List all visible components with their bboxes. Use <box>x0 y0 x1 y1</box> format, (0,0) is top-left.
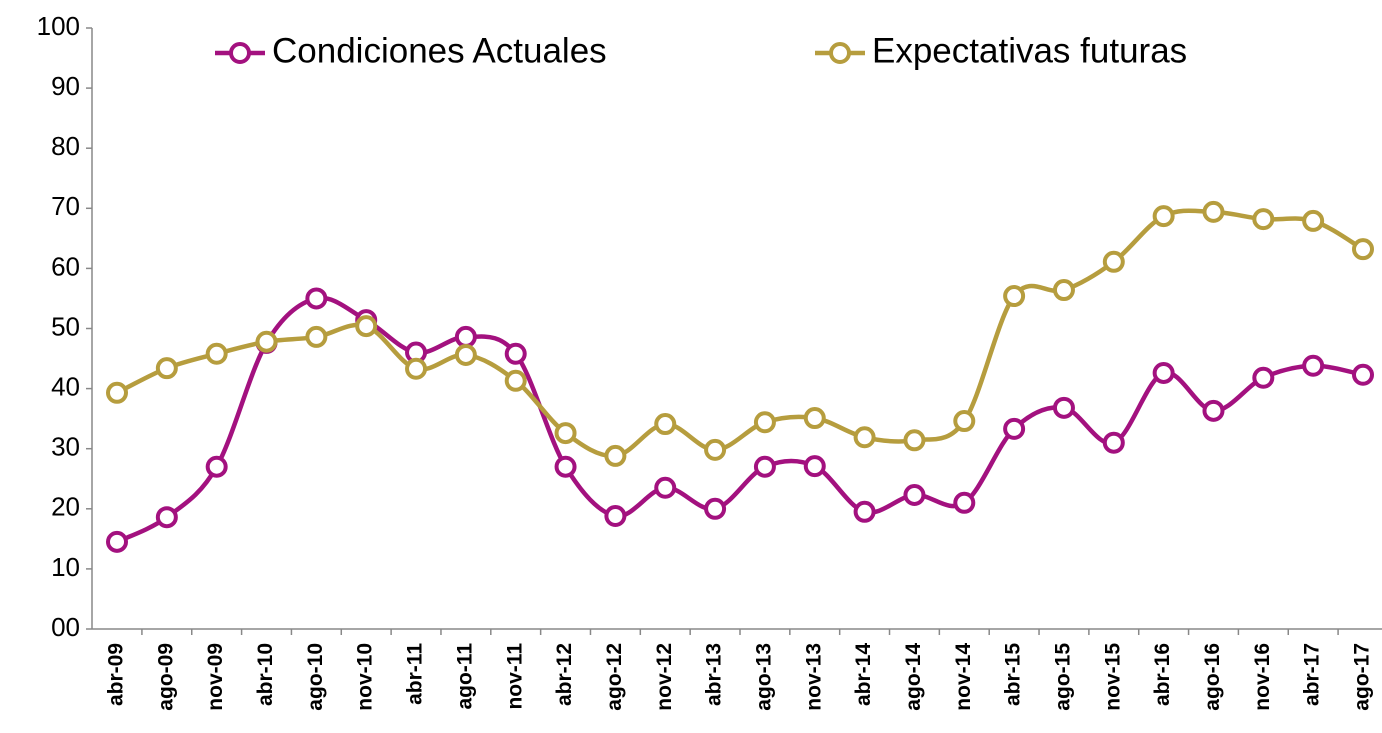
point <box>255 330 278 353</box>
y-tick-label: 60 <box>51 251 80 281</box>
x-tick-label: ago-10 <box>304 643 327 711</box>
point <box>554 422 577 445</box>
x-tick-label: ago-17 <box>1351 643 1374 711</box>
point <box>554 455 577 478</box>
y-tick-label: 00 <box>51 612 80 642</box>
point <box>355 315 378 338</box>
point <box>953 410 976 433</box>
point <box>853 426 876 449</box>
point <box>803 455 826 478</box>
point <box>305 325 328 348</box>
point <box>106 381 128 404</box>
point <box>1052 396 1075 419</box>
point <box>753 411 776 434</box>
point <box>953 491 976 514</box>
y-tick-label: 90 <box>51 71 80 101</box>
point <box>1003 285 1026 308</box>
point <box>803 407 826 430</box>
point <box>1202 399 1225 422</box>
x-tick-label: abr-13 <box>703 643 726 706</box>
point <box>1052 279 1075 302</box>
x-tick-label: ago-16 <box>1201 643 1224 711</box>
point <box>604 444 627 467</box>
point <box>1352 238 1374 261</box>
legend-label: Expectativas futuras <box>872 31 1187 70</box>
point <box>1152 361 1175 384</box>
x-tick-label: nov-13 <box>802 643 825 711</box>
x-tick-label: abr-15 <box>1002 643 1025 706</box>
x-tick-label: nov-09 <box>204 643 227 711</box>
point <box>1102 431 1125 454</box>
point <box>155 506 178 529</box>
y-tick-label: 70 <box>51 191 80 221</box>
point <box>1252 366 1275 389</box>
point <box>853 500 876 523</box>
x-tick-label: abr-12 <box>553 643 576 706</box>
x-tick-label: nov-16 <box>1251 643 1274 711</box>
point <box>704 497 727 520</box>
x-tick-label: ago-12 <box>603 643 626 711</box>
x-tick-label: abr-17 <box>1301 643 1324 706</box>
point <box>504 369 527 392</box>
series-line <box>116 295 1364 544</box>
point <box>1003 417 1026 440</box>
point <box>305 287 328 310</box>
x-tick-label: abr-16 <box>1151 643 1174 706</box>
x-tick-label: ago-14 <box>902 643 925 711</box>
point <box>1252 208 1275 231</box>
y-tick-label: 80 <box>51 131 80 161</box>
x-tick-label: abr-14 <box>852 643 875 706</box>
x-tick-label: nov-14 <box>952 643 975 711</box>
point <box>504 342 527 365</box>
x-tick-label: nov-11 <box>503 643 526 710</box>
point <box>654 413 677 436</box>
point <box>1152 205 1175 228</box>
y-tick-label: 50 <box>51 311 80 341</box>
y-tick-label: 30 <box>51 432 80 462</box>
x-tick-label: abr-11 <box>404 643 427 705</box>
x-tick-label: nov-15 <box>1101 643 1124 711</box>
point <box>1302 209 1325 232</box>
series-line <box>115 208 1365 459</box>
point <box>704 438 727 461</box>
x-tick-label: ago-13 <box>752 643 775 711</box>
y-tick-label: 20 <box>51 492 80 522</box>
x-tick-label: nov-12 <box>653 643 676 711</box>
y-tick-label: 100 <box>37 11 80 41</box>
legend-marker <box>229 42 251 64</box>
point <box>1302 354 1325 377</box>
point <box>405 357 428 380</box>
point <box>654 476 677 499</box>
y-tick-label: 10 <box>51 552 80 582</box>
x-tick-label: abr-09 <box>105 643 128 706</box>
legend-marker <box>829 42 851 64</box>
point <box>454 343 477 366</box>
point <box>205 342 228 365</box>
y-tick-label: 40 <box>51 371 80 401</box>
point <box>155 357 178 380</box>
point <box>604 505 627 528</box>
x-tick-label: ago-09 <box>154 643 177 711</box>
legend-label: Condiciones Actuales <box>272 31 607 70</box>
point <box>1102 250 1125 273</box>
point <box>903 483 926 506</box>
point <box>205 455 228 478</box>
point <box>106 530 128 553</box>
point <box>454 325 477 348</box>
x-tick-label: nov-10 <box>354 643 377 711</box>
x-tick-label: ago-15 <box>1052 643 1075 711</box>
x-tick-label: abr-10 <box>254 643 277 706</box>
point <box>1202 200 1225 223</box>
point <box>753 455 776 478</box>
point <box>1352 363 1374 386</box>
x-tick-label: ago-11 <box>453 643 476 710</box>
point <box>903 429 926 452</box>
